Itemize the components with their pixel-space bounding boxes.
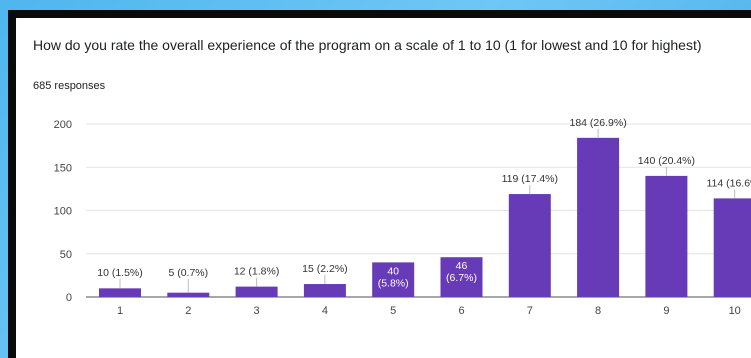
x-tick-label: 2 (185, 305, 191, 317)
x-tick-label: 3 (254, 305, 260, 317)
data-label: 119 (17.4%) (502, 173, 558, 185)
question-title: How do you rate the overall experience o… (33, 37, 702, 53)
y-tick-label: 0 (66, 292, 72, 304)
x-tick-label: 10 (729, 305, 741, 317)
x-tick-label: 1 (117, 305, 123, 317)
data-label: 5 (0.7%) (168, 267, 208, 279)
data-labels: 10 (1.5%) 5 (0.7%) 12 (1.8%) 15 (2.2%) 40(5.… (97, 117, 751, 293)
data-label: 140 (20.4%) (638, 155, 695, 167)
response-count: 685 responses (33, 80, 106, 92)
y-tick-label: 150 (54, 162, 72, 174)
data-label: 46 (456, 260, 468, 272)
x-tick-label: 9 (663, 305, 669, 317)
x-tick-label: 5 (390, 305, 396, 317)
data-label: 40 (387, 265, 399, 277)
bar-8[interactable] (577, 137, 620, 297)
x-tick-label: 4 (322, 305, 328, 317)
bar-3[interactable] (235, 286, 278, 297)
y-tick-label: 200 (54, 119, 72, 131)
y-tick-label: 100 (54, 206, 72, 218)
form-summary-card (16, 18, 751, 358)
data-label: 12 (1.8%) (234, 266, 280, 278)
data-label: 15 (2.2%) (302, 263, 348, 275)
data-label: 10 (1.5%) (97, 267, 143, 279)
y-axis-ticks: 0 50 100 150 200 (54, 119, 72, 304)
x-axis-ticks: 1 2 3 4 5 6 7 8 9 10 (117, 305, 741, 317)
x-tick-label: 8 (595, 305, 601, 317)
bar-2[interactable] (167, 292, 210, 297)
bar-9[interactable] (645, 175, 688, 297)
x-tick-label: 6 (458, 305, 464, 317)
bars (99, 137, 751, 297)
bar-7[interactable] (508, 194, 551, 297)
data-label: 114 (16.6%) (706, 177, 751, 189)
x-tick-label: 7 (527, 305, 533, 317)
bar-10[interactable] (713, 198, 751, 297)
data-label: 184 (26.9%) (569, 117, 626, 129)
bar-6[interactable] (440, 257, 483, 297)
bar-1[interactable] (99, 288, 141, 297)
data-label: (5.8%) (378, 277, 409, 289)
bar-5[interactable] (372, 262, 415, 297)
y-tick-label: 50 (60, 249, 72, 261)
bar-4[interactable] (303, 284, 346, 297)
data-label: (6.7%) (446, 272, 477, 284)
